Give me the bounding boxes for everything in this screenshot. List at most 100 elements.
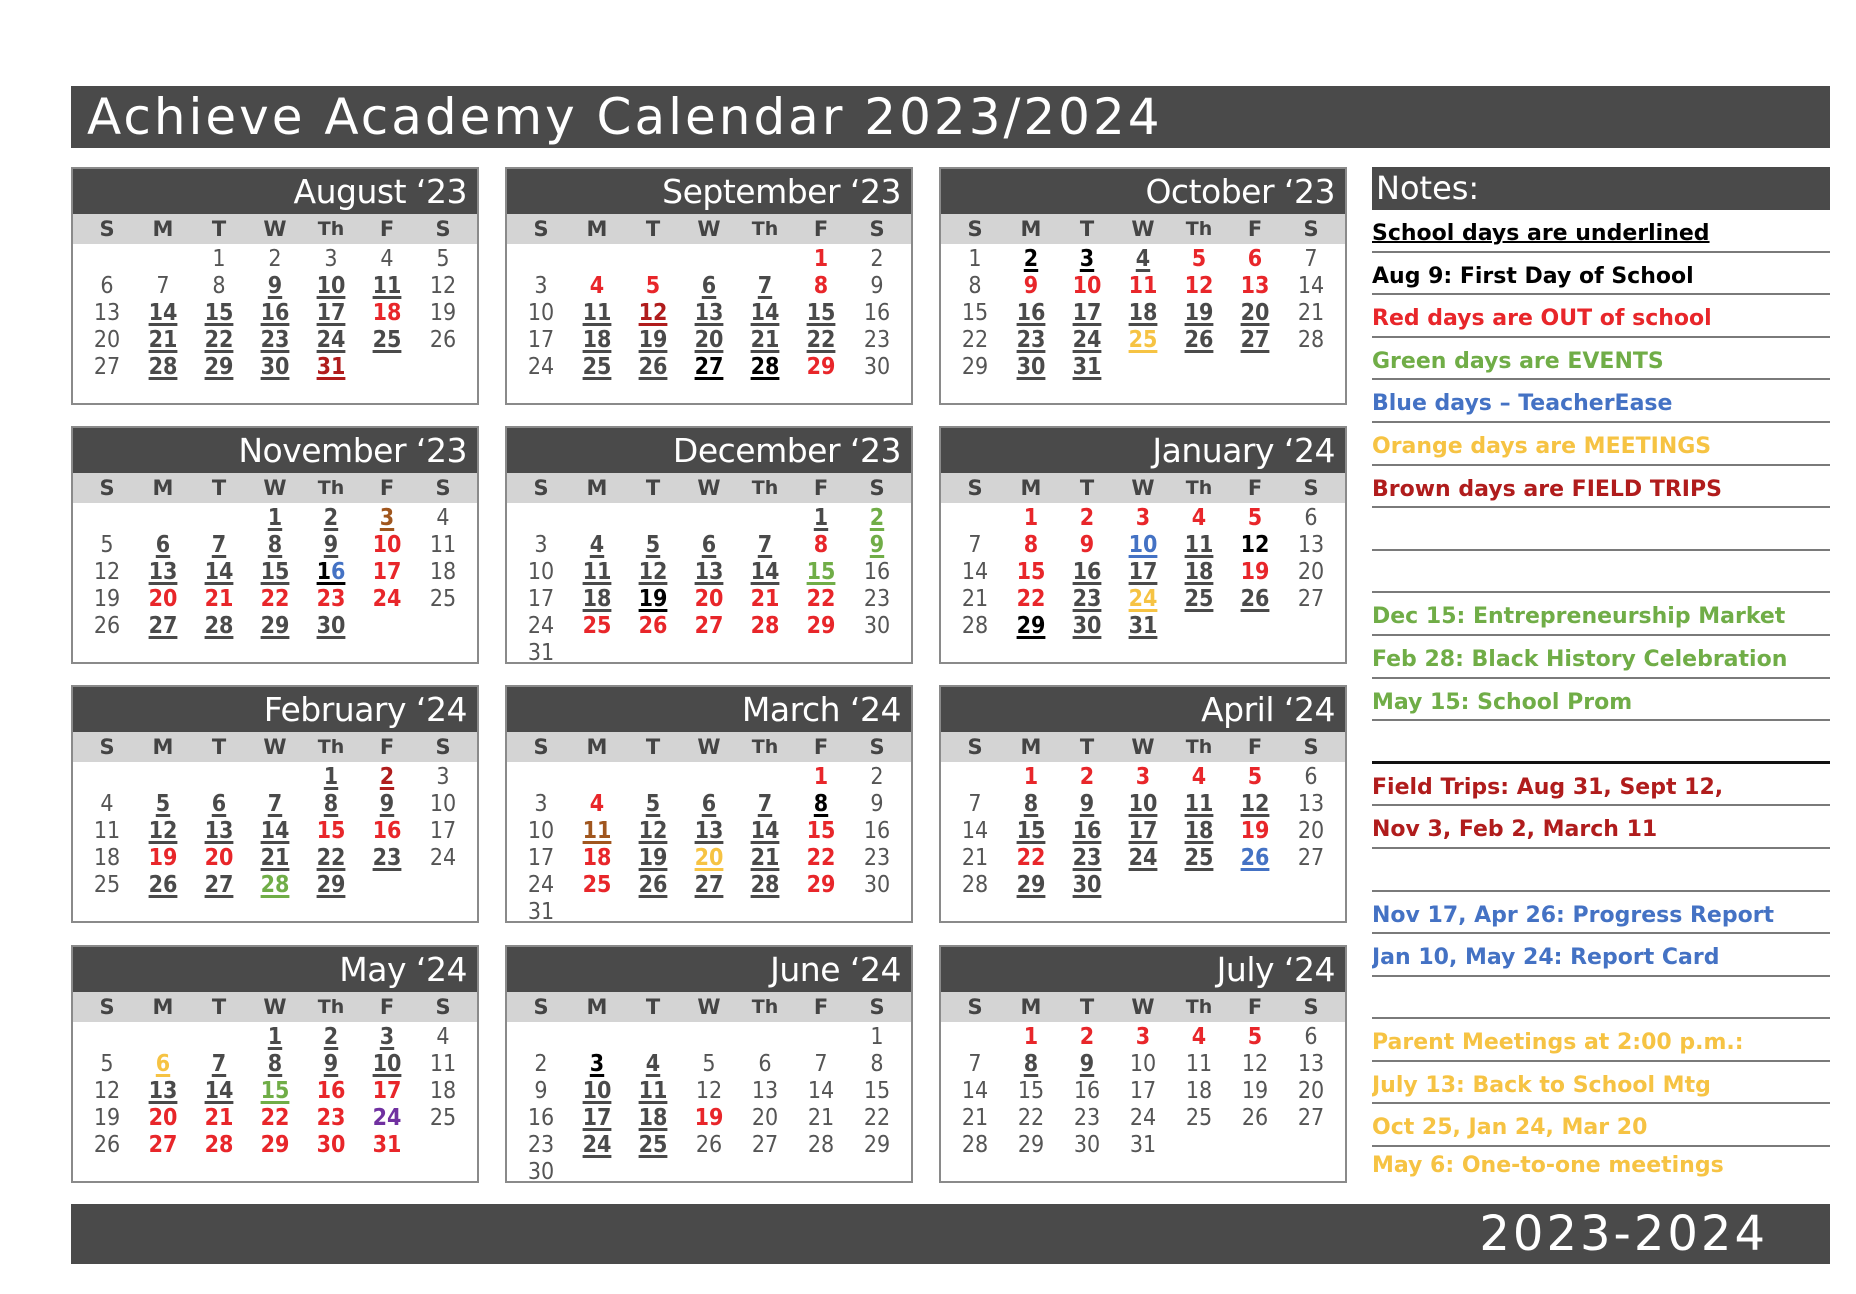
day-cell: 25 (582, 613, 612, 639)
day-cell: 4 (589, 273, 605, 299)
weekday-label: M (152, 735, 174, 759)
day-cell: 30 (1072, 613, 1102, 639)
day-cell: 21 (750, 845, 780, 871)
day-cell: 8 (1023, 1051, 1039, 1077)
empty-cell (569, 764, 625, 791)
weekday-label: S (1303, 735, 1319, 759)
day-cell: 9 (870, 791, 884, 817)
day-cell: 17 (527, 327, 555, 353)
day-cell: 29 (204, 354, 234, 380)
day-cell: 31 (1128, 613, 1158, 639)
day-cell: 9 (1079, 791, 1095, 817)
day-cell: 17 (527, 845, 555, 871)
day-cell: 21 (148, 327, 178, 353)
day-cell: 18 (1184, 818, 1214, 844)
note-row: July 13: Back to School Mtg (1372, 1062, 1830, 1105)
day-cell: 27 (204, 872, 234, 898)
empty-cell (79, 764, 135, 791)
note-row: Blue days – TeacherEase (1372, 380, 1830, 423)
day-cell: 22 (1016, 586, 1046, 612)
day-cell: 25 (1184, 845, 1214, 871)
day-cell: 18 (582, 586, 612, 612)
day-cell: 15 (1017, 1078, 1045, 1104)
day-cell: 17 (429, 818, 457, 844)
day-cell: 26 (1240, 586, 1270, 612)
weekday-label: W (697, 217, 721, 241)
day-cell: 7 (1304, 246, 1318, 272)
weekday-label: Th (751, 218, 779, 240)
day-cell: 14 (148, 300, 178, 326)
day-cell: 16 (260, 300, 290, 326)
weekday-label: Th (1185, 477, 1213, 499)
weekday-label: T (211, 735, 227, 759)
day-cell: 23 (1072, 845, 1102, 871)
day-cell: 8 (968, 273, 982, 299)
day-cell: 15 (806, 559, 836, 585)
day-cell: 20 (694, 327, 724, 353)
day-cell: 31 (1129, 1132, 1157, 1158)
day-cell: 29 (316, 872, 346, 898)
day-cell: 29 (961, 354, 989, 380)
weekday-header: S M T W Th F S (507, 214, 911, 244)
day-cell: 20 (148, 1105, 178, 1131)
weekday-label: S (967, 735, 983, 759)
weekday-header: S M T W Th F S (507, 732, 911, 762)
day-cell: 16 (1072, 818, 1102, 844)
day-cell: 14 (260, 818, 290, 844)
weekday-label: S (1303, 995, 1319, 1019)
day-cell: 10 (527, 818, 555, 844)
month-title: September ‘23 (507, 169, 911, 214)
day-cell: 3 (534, 791, 548, 817)
day-cell: 30 (863, 354, 891, 380)
day-cell: 7 (267, 791, 283, 817)
weekday-label: T (1079, 217, 1095, 241)
day-cell: 22 (260, 586, 290, 612)
day-cell: 11 (372, 273, 402, 299)
day-cell: 6 (758, 1051, 772, 1077)
day-cell: 1 (267, 505, 283, 531)
day-cell: 3 (1135, 505, 1151, 531)
day-cell: 6 (155, 532, 171, 558)
weekday-label: M (152, 476, 174, 500)
empty-cell (135, 764, 191, 791)
day-cell: 28 (204, 1132, 234, 1158)
weekday-header: S M T W Th F S (941, 992, 1345, 1022)
day-cell: 16 (863, 559, 891, 585)
day-cell: 4 (1191, 505, 1207, 531)
day-cell: 2 (1023, 246, 1039, 272)
weekday-label: M (586, 995, 608, 1019)
day-cell: 3 (534, 532, 548, 558)
empty-cell (793, 1024, 849, 1051)
day-cell: 9 (869, 532, 885, 558)
day-cell: 1 (1023, 1024, 1039, 1050)
weekday-label: S (1303, 217, 1319, 241)
day-cell: 13 (148, 559, 178, 585)
day-cell: 4 (589, 791, 605, 817)
month-title: April ‘24 (941, 687, 1345, 732)
empty-cell (625, 505, 681, 532)
day-cell: 13 (1240, 273, 1270, 299)
weekday-label: W (263, 735, 287, 759)
weekday-header: S M T W Th F S (507, 992, 911, 1022)
day-cell: 27 (694, 613, 724, 639)
days-grid: 1 2 3 4 5 6 7 8 9 10 11 12 13 14 15 16 17 18 19 20 21 22 23 24 2… (941, 1022, 1345, 1159)
day-cell: 18 (1185, 1078, 1213, 1104)
day-cell: 16 (1016, 300, 1046, 326)
days-grid: 1 2 3 4 5 6 7 8 9 10 11 12 13 14 15 16 17 18 19 20 21 22 23 24 2… (941, 503, 1345, 640)
note-row: Dec 15: Entrepreneurship Market (1372, 593, 1830, 636)
day-cell: 29 (260, 613, 290, 639)
day-cell: 22 (961, 327, 989, 353)
day-cell: 29 (863, 1132, 891, 1158)
month-calendar: June ‘24 S M T W Th F S 1 2 3 4 5 6 7 8 9 10 11 12 13 14 15 16 1… (505, 945, 913, 1185)
day-cell: 28 (961, 1132, 989, 1158)
day-cell: 11 (1185, 1051, 1213, 1077)
weekday-label: S (99, 476, 115, 500)
month-title: June ‘24 (507, 947, 911, 992)
day-cell: 14 (750, 818, 780, 844)
day-cell: 17 (527, 586, 555, 612)
weekday-label: M (152, 995, 174, 1019)
empty-cell (79, 1024, 135, 1051)
empty-cell (247, 764, 303, 791)
day-cell: 11 (93, 818, 121, 844)
days-grid: 1 2 3 4 5 6 7 8 9 10 11 12 13 14 15 16 17 18 19 20 21 22 23 24 2… (73, 762, 477, 899)
